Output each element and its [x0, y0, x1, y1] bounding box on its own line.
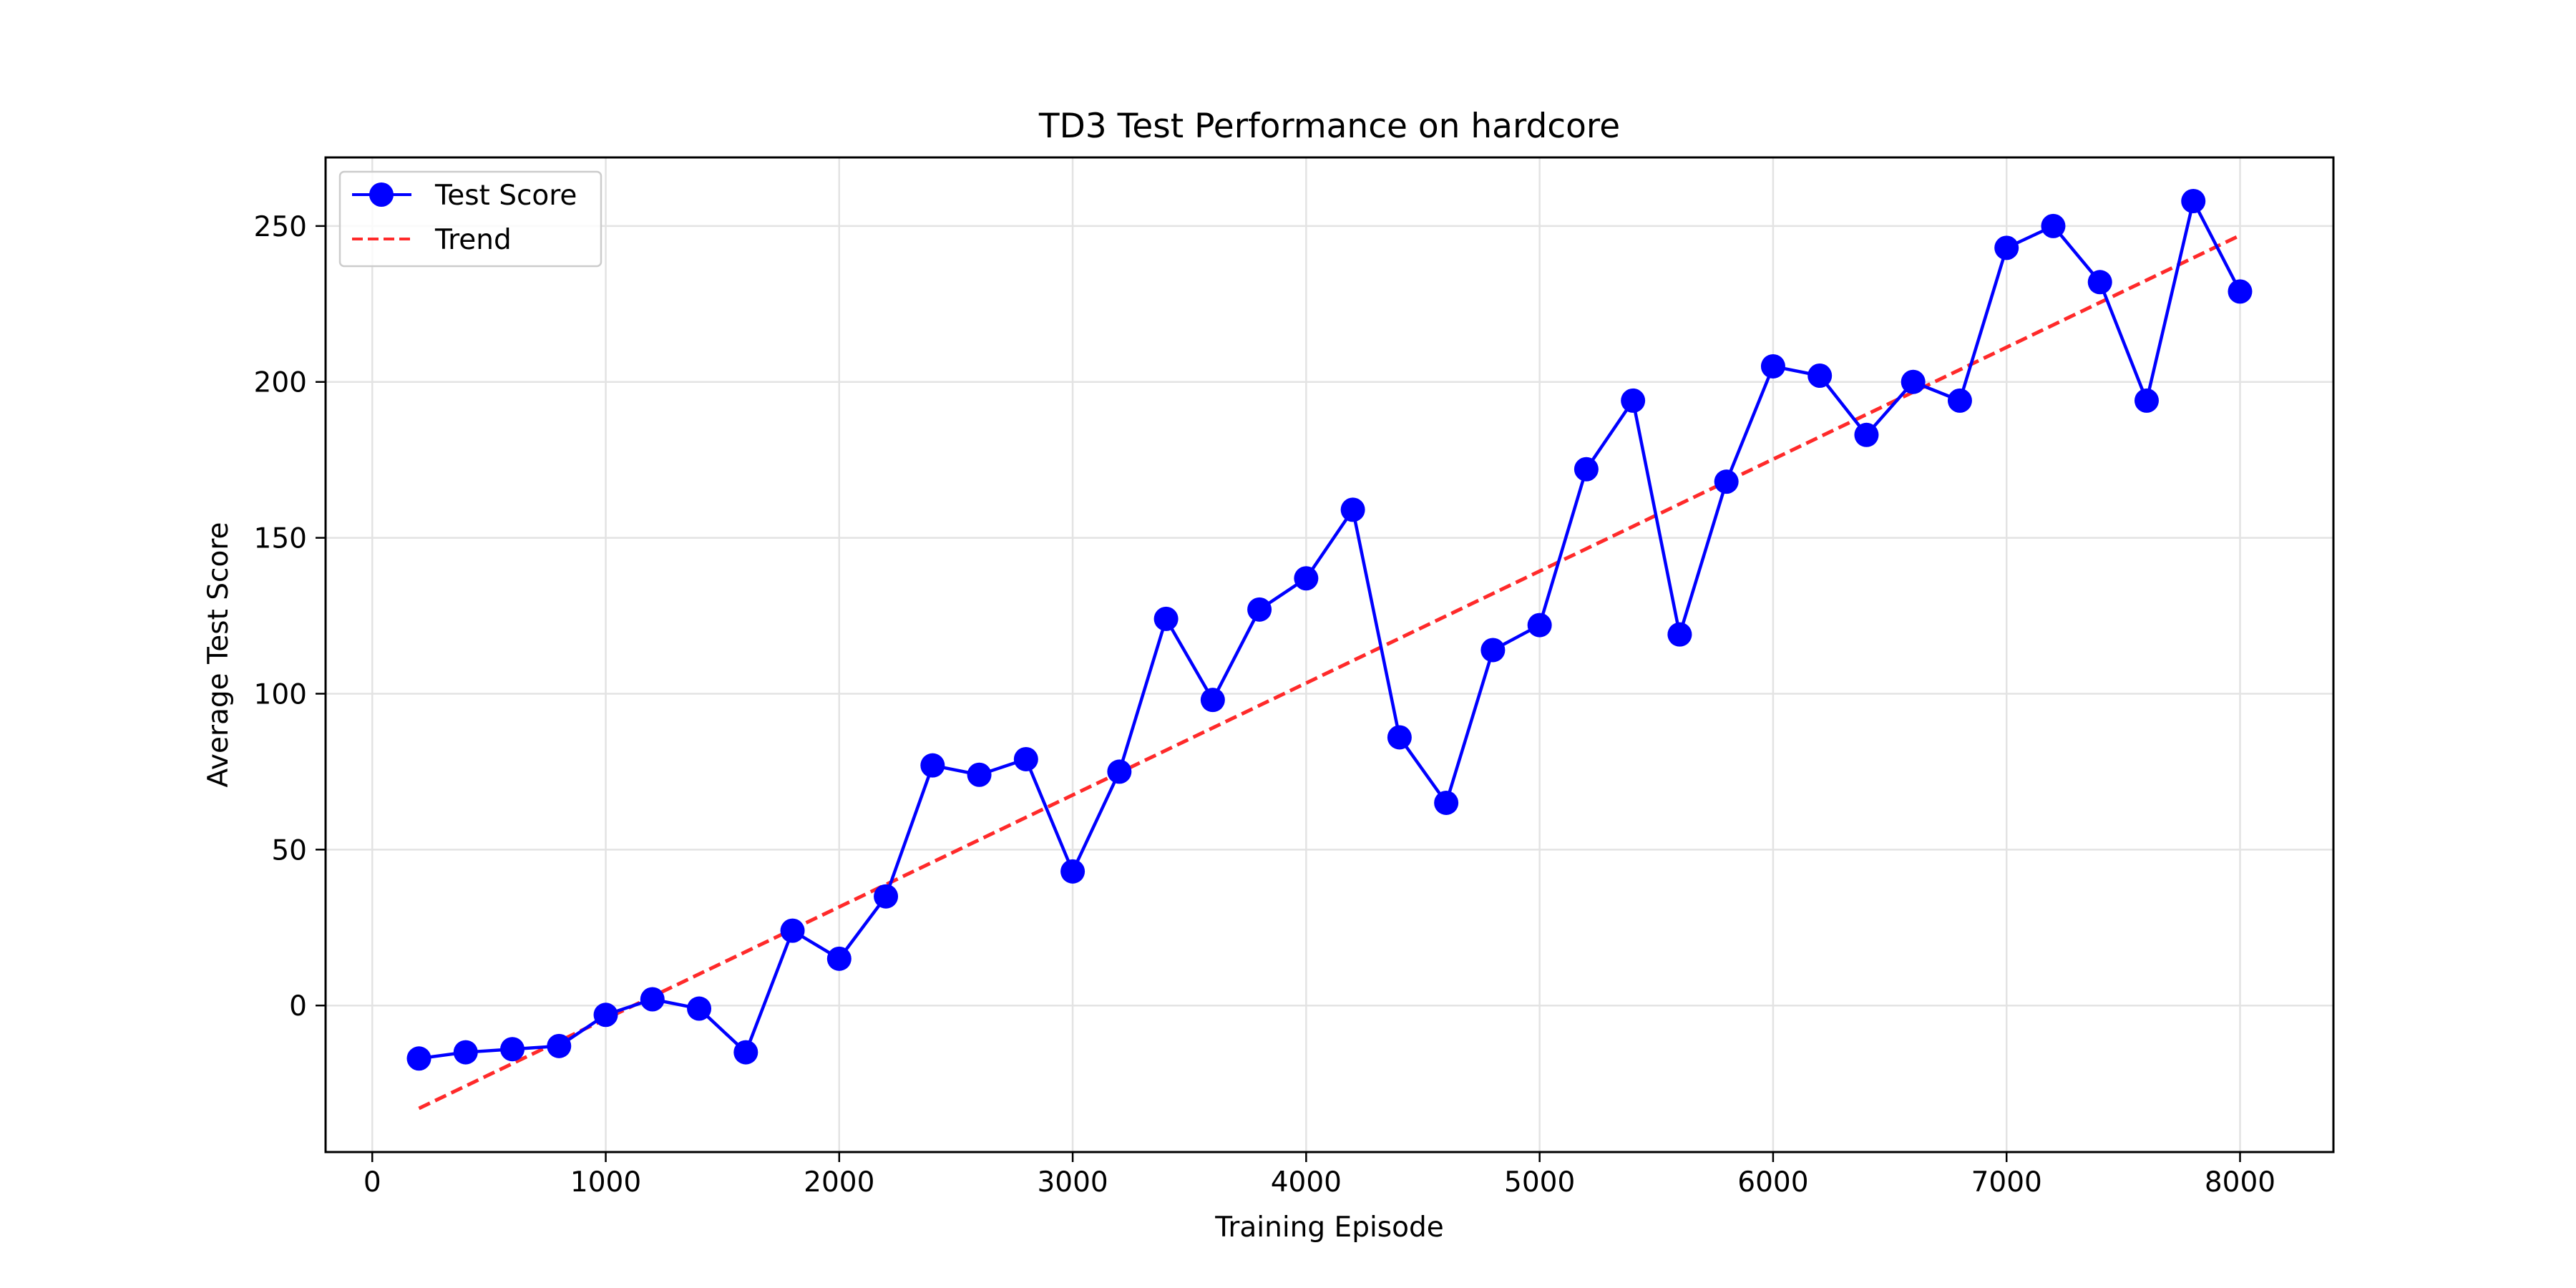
test-score-point — [1107, 759, 1132, 784]
test-score-point — [967, 762, 992, 787]
legend: Test Score Trend — [338, 170, 602, 268]
y-tick-label: 0 — [289, 990, 307, 1023]
legend-trend-label: Trend — [434, 224, 512, 256]
test-score-point — [1480, 638, 1506, 663]
test-score-point — [2181, 189, 2206, 214]
test-score-point — [2134, 388, 2159, 413]
test-score-point — [1714, 469, 1739, 494]
test-score-point — [1340, 497, 1365, 522]
test-score-point — [1667, 622, 1692, 647]
test-score-point — [640, 987, 665, 1012]
test-score-point — [1153, 606, 1179, 631]
test-score-point — [687, 996, 712, 1021]
test-score-point — [1527, 613, 1552, 638]
y-tick-label: 200 — [254, 367, 307, 399]
y-tick-label: 100 — [254, 678, 307, 711]
x-tick-label: 3000 — [1037, 1166, 1108, 1199]
x-tick-label: 2000 — [804, 1166, 874, 1199]
y-tick-label: 150 — [254, 523, 307, 555]
test-score-point — [406, 1046, 431, 1071]
test-score-point — [1621, 388, 1646, 413]
test-score-point — [1901, 369, 1926, 394]
legend-test-score-marker — [369, 182, 394, 207]
test-score-point — [920, 753, 945, 778]
y-tick-label: 50 — [271, 834, 307, 867]
test-score-point — [1387, 725, 1412, 750]
legend-test-score-label: Test Score — [434, 180, 577, 212]
x-tick-label: 1000 — [570, 1166, 641, 1199]
test-score-point — [1434, 790, 1459, 815]
x-tick-label: 0 — [364, 1166, 381, 1199]
test-score-point — [1060, 859, 1085, 884]
plot-frame — [324, 156, 2335, 1153]
test-score-point — [1947, 388, 1972, 413]
test-score-point — [874, 884, 899, 909]
test-score-point — [1994, 235, 2019, 260]
test-score-point — [1574, 457, 1599, 482]
x-tick-label: 6000 — [1737, 1166, 1808, 1199]
test-score-point — [453, 1040, 478, 1065]
test-score-point — [780, 918, 805, 943]
test-score-line — [419, 199, 2242, 1060]
test-score-point — [2228, 279, 2253, 304]
x-tick-label: 4000 — [1271, 1166, 1342, 1199]
test-score-point — [1200, 688, 1225, 713]
test-score-series — [406, 189, 2253, 1071]
test-score-point — [500, 1037, 525, 1062]
grid — [326, 157, 2333, 1152]
x-axis-ticks: 0 1000 2000 3000 4000 5000 6000 7000 8000 — [364, 1152, 2275, 1199]
trend-line — [418, 233, 2241, 1111]
trend-series — [418, 233, 2241, 1111]
test-score-point — [1807, 364, 1833, 389]
test-score-point — [1854, 422, 1879, 447]
chart-title: TD3 Test Performance on hardcore — [1038, 107, 1620, 146]
test-score-point — [1294, 566, 1319, 591]
x-axis-label: Training Episode — [1214, 1211, 1443, 1244]
test-score-point — [547, 1033, 572, 1058]
x-tick-label: 5000 — [1504, 1166, 1575, 1199]
y-axis-ticks: 0 50 100 150 200 250 — [254, 211, 326, 1023]
test-score-point — [2087, 270, 2112, 295]
test-score-point — [1247, 597, 1272, 622]
test-score-point — [826, 946, 852, 971]
test-score-point — [1013, 746, 1038, 771]
x-tick-label: 8000 — [2205, 1166, 2275, 1199]
y-axis-label: Average Test Score — [203, 522, 235, 788]
test-score-point — [733, 1040, 758, 1065]
test-score-point — [1760, 353, 1785, 379]
test-score-point — [593, 1002, 618, 1028]
x-tick-label: 7000 — [1971, 1166, 2042, 1199]
test-score-point — [2041, 213, 2066, 238]
y-tick-label: 250 — [254, 211, 307, 243]
